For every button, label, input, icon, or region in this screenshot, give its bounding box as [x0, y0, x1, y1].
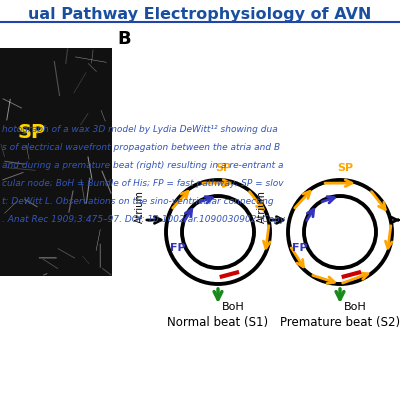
Text: FP: FP — [292, 243, 308, 253]
Text: Atrium: Atrium — [257, 190, 267, 223]
Text: s of electrical wavefront propagation between the atria and B: s of electrical wavefront propagation be… — [2, 143, 280, 152]
Text: Normal beat (S1): Normal beat (S1) — [168, 316, 268, 329]
Text: and during a premature beat (right) resulting in a re-entrant a: and during a premature beat (right) resu… — [2, 161, 284, 170]
Text: BoH: BoH — [344, 302, 367, 312]
Text: B: B — [117, 30, 131, 48]
Bar — [0, 48, 112, 276]
Text: SP: SP — [215, 163, 231, 173]
Text: SP: SP — [18, 122, 46, 142]
Text: BoH: BoH — [222, 302, 245, 312]
Text: ual Pathway Electrophysiology of AVN: ual Pathway Electrophysiology of AVN — [28, 7, 372, 22]
Text: . Anat Rec 1909;3:475–97. DOI: 10.1002/ar.1090030902. Copy: . Anat Rec 1909;3:475–97. DOI: 10.1002/a… — [2, 215, 285, 224]
Text: Atrium: Atrium — [135, 190, 145, 223]
Text: SP: SP — [337, 163, 353, 173]
Text: FP: FP — [170, 243, 186, 253]
Text: Premature beat (S2): Premature beat (S2) — [280, 316, 400, 329]
Text: hotograph of a wax 3D model by Lydia DeWitt¹² showing dua: hotograph of a wax 3D model by Lydia DeW… — [2, 125, 278, 134]
Text: t: DeWitt L. Observations on the sino-ventricular connecting: t: DeWitt L. Observations on the sino-ve… — [2, 197, 274, 206]
Text: cular node; BoH = Bundle of His; FP = fast pathway; SP = slov: cular node; BoH = Bundle of His; FP = fa… — [2, 179, 284, 188]
